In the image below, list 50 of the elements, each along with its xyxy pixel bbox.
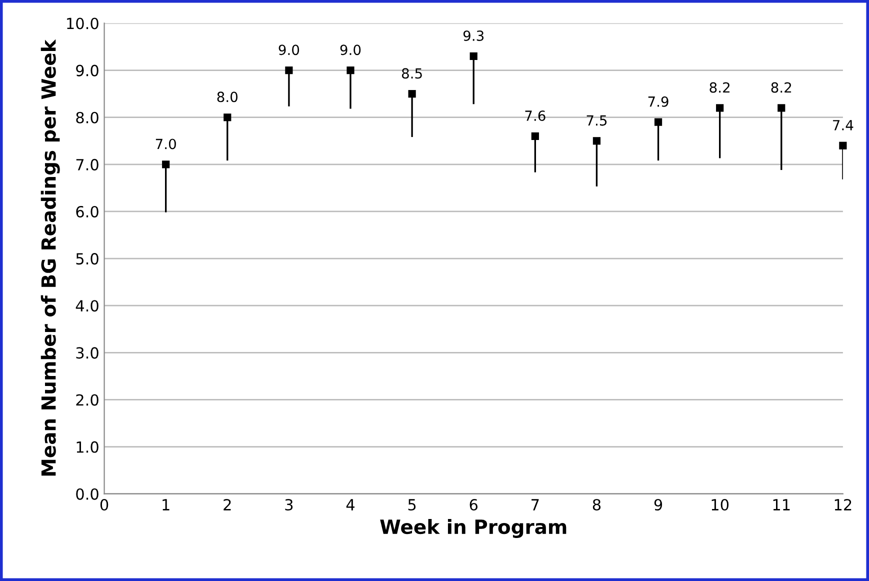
x-tick-label: 9	[654, 498, 662, 511]
data-label: 8.5	[402, 68, 422, 79]
x-tick-label: 4	[346, 499, 354, 510]
point	[592, 137, 601, 145]
point	[470, 52, 478, 60]
point	[716, 104, 724, 112]
x-tick-label: 6	[470, 498, 478, 511]
data-label: 7.9	[648, 96, 668, 107]
point	[531, 132, 539, 140]
x-tick-label: 5	[408, 499, 416, 511]
x-tick-label: 2	[224, 498, 231, 510]
point	[224, 114, 232, 122]
y-tick-label: 2.0	[76, 394, 98, 406]
x-tick-label: 7	[532, 499, 539, 510]
point	[162, 160, 170, 168]
x-tick-label: 0	[100, 498, 108, 511]
data-label: 7.0	[156, 138, 176, 150]
y-tick-label: 8.0	[76, 112, 98, 124]
point	[346, 66, 354, 74]
x-tick-label: 8	[592, 498, 601, 511]
y-tick-label: 7.0	[76, 158, 98, 170]
x-tick-label: 1	[162, 499, 170, 510]
data-label: 9.0	[340, 44, 361, 56]
point	[839, 142, 847, 150]
point	[654, 118, 662, 126]
y-axis-title: Mean Number of BG Readings per Week	[40, 39, 60, 476]
y-tick-label: 3.0	[76, 347, 98, 359]
y-tick-label: 0.0	[76, 488, 98, 500]
x-tick-label: 3	[285, 498, 293, 511]
point	[285, 66, 293, 74]
x-axis-title: Week in Program	[380, 519, 566, 538]
point	[408, 90, 416, 98]
y-tick-label: 1.0	[76, 441, 98, 453]
data-label: 8.0	[217, 92, 238, 102]
data-label: 9.3	[463, 30, 484, 41]
data-label: 9.0	[278, 44, 300, 56]
data-label: 7.4	[833, 120, 854, 130]
data-label: 8.2	[771, 82, 792, 93]
data-label: 8.2	[710, 82, 730, 93]
data-label: 7.6	[525, 110, 546, 121]
data-label: 7.5	[586, 115, 607, 126]
y-tick-label: 9.0	[76, 64, 98, 76]
y-tick-label: 10.0	[67, 18, 98, 30]
point	[778, 104, 786, 112]
x-tick-label: 12	[834, 498, 852, 510]
x-tick-label: 11	[773, 499, 790, 510]
x-tick-label: 10	[712, 498, 729, 511]
y-tick-label: 4.0	[76, 300, 98, 312]
y-tick-label: 5.0	[76, 253, 98, 265]
y-tick-label: 6.0	[76, 206, 98, 218]
